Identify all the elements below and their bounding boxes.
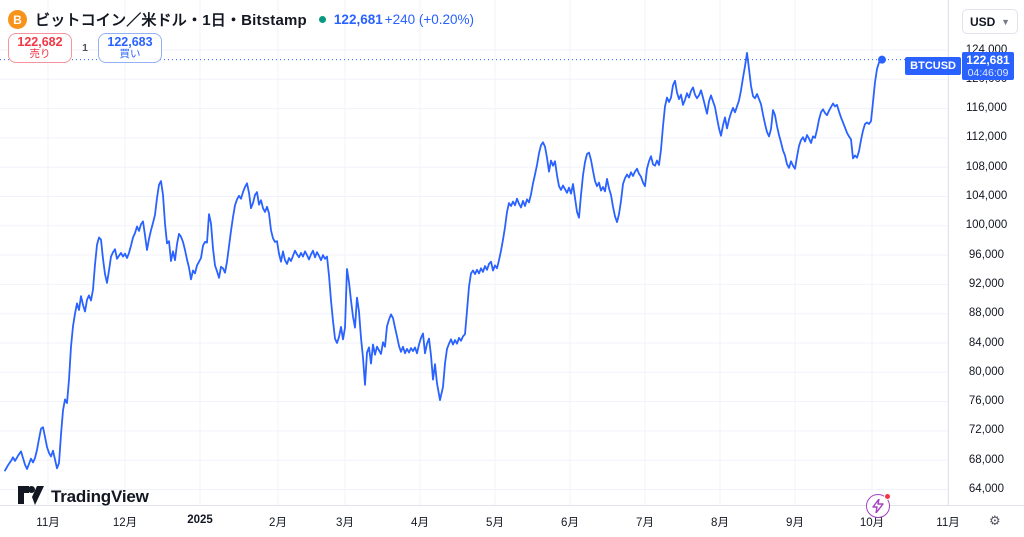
price-axis-label: 92,000 bbox=[968, 277, 1005, 290]
price-line bbox=[4, 52, 883, 472]
chart-legend: B ビットコイン／米ドル・1日・Bitstamp 122,681 +240 (+0… bbox=[8, 9, 474, 30]
gear-icon[interactable]: ⚙ bbox=[989, 513, 1001, 528]
price-axis-label: 76,000 bbox=[968, 395, 1005, 408]
tradingview-logo-text: TradingView bbox=[51, 487, 149, 506]
price-label-symbol: BTCUSD bbox=[905, 57, 961, 75]
price-axis-label: 72,000 bbox=[968, 424, 1005, 437]
sell-button[interactable]: 122,682 売り bbox=[8, 33, 72, 63]
price-axis-label: 84,000 bbox=[968, 336, 1005, 349]
last-price: 122,681 bbox=[333, 12, 383, 27]
time-axis-label: 11月 bbox=[936, 517, 960, 529]
price-axis-label: 104,000 bbox=[965, 190, 1008, 202]
price-label-box: 122,681 04:46:09 bbox=[962, 52, 1014, 80]
time-axis-label: 3月 bbox=[336, 517, 354, 529]
time-axis-label: 4月 bbox=[411, 517, 429, 529]
buy-price: 122,683 bbox=[107, 34, 153, 49]
sell-label: 売り bbox=[29, 48, 51, 61]
buy-button[interactable]: 122,683 買い bbox=[98, 33, 162, 63]
price-axis-label: 100,000 bbox=[965, 219, 1008, 232]
lightning-icon bbox=[872, 499, 884, 513]
time-axis-label: 11月 bbox=[36, 517, 60, 529]
price-change: +240 (+0.20%) bbox=[384, 12, 475, 27]
sell-price: 122,682 bbox=[17, 34, 63, 49]
time-axis-label: 8月 bbox=[711, 517, 729, 529]
price-axis-label: 68,000 bbox=[968, 453, 1005, 466]
time-axis[interactable]: ⚙ 11月 12月 2025 2月 3月 4月 5月 6月 7月 8月 9月 10月 11月 bbox=[0, 505, 1024, 537]
spread-value: 1 bbox=[82, 42, 88, 54]
price-label-value: 122,681 bbox=[966, 53, 1010, 67]
price-axis[interactable]: USD ▼ 124,000120,000116,000112,000108,00… bbox=[948, 0, 1024, 505]
price-axis-label: 112,000 bbox=[966, 131, 1007, 144]
order-panel: 122,682 売り 1 122,683 買い bbox=[8, 33, 162, 63]
price-axis-label: 64,000 bbox=[968, 483, 1005, 495]
price-axis-label: 96,000 bbox=[968, 248, 1005, 261]
time-axis-label: 2月 bbox=[269, 517, 287, 529]
time-axis-label: 9月 bbox=[786, 517, 804, 529]
chevron-down-icon: ▼ bbox=[1001, 16, 1010, 27]
bar-countdown: 04:46:09 bbox=[967, 67, 1009, 79]
time-axis-label: 12月 bbox=[112, 517, 138, 529]
time-axis-label: 6月 bbox=[561, 517, 579, 529]
last-quote: 122,681 +240 (+0.20%) bbox=[334, 12, 474, 27]
price-axis-label: 116,000 bbox=[966, 102, 1007, 115]
currency-value: USD bbox=[970, 14, 996, 29]
price-axis-label: 80,000 bbox=[968, 365, 1005, 378]
notification-dot bbox=[884, 493, 891, 500]
time-axis-label: 2025 bbox=[187, 514, 213, 526]
bitcoin-icon: B bbox=[8, 10, 27, 29]
tradingview-logo[interactable]: TradingView bbox=[18, 485, 149, 509]
time-axis-label: 5月 bbox=[486, 517, 504, 529]
currency-dropdown[interactable]: USD ▼ bbox=[962, 9, 1018, 34]
price-axis-label: 88,000 bbox=[968, 307, 1005, 320]
market-open-dot bbox=[318, 16, 326, 23]
current-price-label: BTCUSD 122,681 04:46:09 bbox=[905, 52, 1014, 80]
buy-label: 買い bbox=[119, 48, 141, 61]
symbol-title[interactable]: ビットコイン／米ドル・1日・Bitstamp bbox=[35, 12, 307, 29]
price-axis-label: 108,000 bbox=[965, 160, 1008, 173]
time-axis-label: 10月 bbox=[859, 517, 885, 529]
last-price-dot bbox=[878, 55, 886, 64]
time-axis-label: 7月 bbox=[636, 517, 654, 529]
alert-lightning-button[interactable] bbox=[866, 493, 891, 518]
tradingview-logo-mark bbox=[18, 486, 44, 505]
